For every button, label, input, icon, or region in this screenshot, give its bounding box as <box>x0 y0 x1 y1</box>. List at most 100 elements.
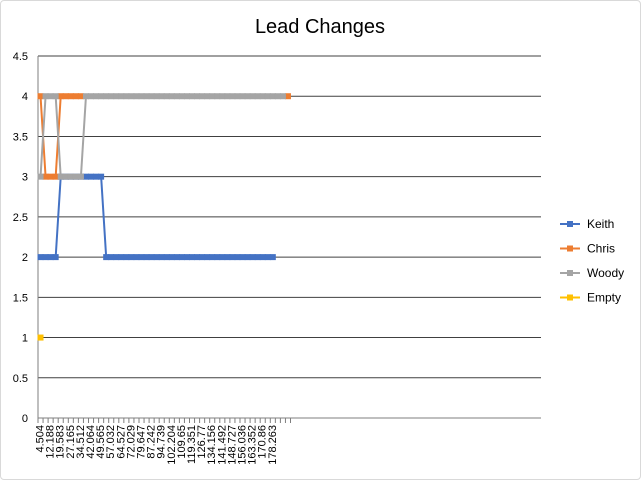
data-point[interactable] <box>67 173 74 180</box>
data-point[interactable] <box>88 93 95 100</box>
data-point[interactable] <box>178 93 185 100</box>
data-point[interactable] <box>143 254 150 261</box>
data-point[interactable] <box>173 93 180 100</box>
data-point[interactable] <box>133 254 140 261</box>
data-point[interactable] <box>224 254 231 261</box>
data-point[interactable] <box>72 93 79 100</box>
data-point[interactable] <box>47 173 54 180</box>
data-point[interactable] <box>62 93 69 100</box>
data-point[interactable] <box>118 254 125 261</box>
data-point[interactable] <box>57 173 64 180</box>
legend-item-empty[interactable]: Empty <box>560 291 621 305</box>
data-point[interactable] <box>52 254 59 261</box>
data-point[interactable] <box>133 93 140 100</box>
data-point[interactable] <box>93 93 100 100</box>
data-point[interactable] <box>37 254 44 261</box>
data-point[interactable] <box>269 254 276 261</box>
data-point[interactable] <box>259 93 266 100</box>
data-point[interactable] <box>239 254 246 261</box>
data-point[interactable] <box>118 93 125 100</box>
data-point[interactable] <box>168 93 175 100</box>
data-point[interactable] <box>194 93 201 100</box>
data-point[interactable] <box>42 254 49 261</box>
data-point[interactable] <box>72 173 79 180</box>
data-point[interactable] <box>37 334 44 341</box>
data-point[interactable] <box>82 173 89 180</box>
data-point[interactable] <box>183 93 190 100</box>
data-point[interactable] <box>128 93 135 100</box>
data-point[interactable] <box>274 93 281 100</box>
data-point[interactable] <box>52 93 59 100</box>
data-point[interactable] <box>189 254 196 261</box>
data-point[interactable] <box>128 254 135 261</box>
legend-item-keith[interactable]: Keith <box>560 217 614 231</box>
data-point[interactable] <box>42 93 49 100</box>
data-point[interactable] <box>249 93 256 100</box>
data-point[interactable] <box>249 254 256 261</box>
data-point[interactable] <box>57 93 64 100</box>
data-point[interactable] <box>254 254 261 261</box>
data-point[interactable] <box>244 254 251 261</box>
data-point[interactable] <box>254 93 261 100</box>
data-point[interactable] <box>229 93 236 100</box>
data-point[interactable] <box>153 254 160 261</box>
data-point[interactable] <box>143 93 150 100</box>
data-point[interactable] <box>264 254 271 261</box>
data-point[interactable] <box>234 93 241 100</box>
legend-item-woody[interactable]: Woody <box>560 266 624 280</box>
data-point[interactable] <box>168 254 175 261</box>
data-point[interactable] <box>234 254 241 261</box>
data-point[interactable] <box>77 173 84 180</box>
data-point[interactable] <box>47 254 54 261</box>
data-point[interactable] <box>158 93 165 100</box>
data-point[interactable] <box>108 93 115 100</box>
data-point[interactable] <box>194 254 201 261</box>
data-point[interactable] <box>153 93 160 100</box>
data-point[interactable] <box>37 173 44 180</box>
legend-item-chris[interactable]: Chris <box>560 242 615 256</box>
data-point[interactable] <box>209 93 216 100</box>
data-point[interactable] <box>108 254 115 261</box>
data-point[interactable] <box>47 93 54 100</box>
data-point[interactable] <box>219 254 226 261</box>
data-point[interactable] <box>103 93 110 100</box>
data-point[interactable] <box>158 254 165 261</box>
data-point[interactable] <box>98 93 105 100</box>
data-point[interactable] <box>113 254 120 261</box>
data-point[interactable] <box>204 93 211 100</box>
data-point[interactable] <box>264 93 271 100</box>
data-point[interactable] <box>67 93 74 100</box>
data-point[interactable] <box>103 254 110 261</box>
data-point[interactable] <box>138 93 145 100</box>
data-point[interactable] <box>214 254 221 261</box>
data-point[interactable] <box>77 93 84 100</box>
data-point[interactable] <box>62 173 69 180</box>
data-point[interactable] <box>219 93 226 100</box>
data-point[interactable] <box>42 173 49 180</box>
data-point[interactable] <box>123 93 130 100</box>
data-point[interactable] <box>214 93 221 100</box>
data-point[interactable] <box>284 93 291 100</box>
data-point[interactable] <box>163 93 170 100</box>
data-point[interactable] <box>279 93 286 100</box>
data-point[interactable] <box>52 173 59 180</box>
data-point[interactable] <box>148 254 155 261</box>
data-point[interactable] <box>199 254 206 261</box>
data-point[interactable] <box>229 254 236 261</box>
data-point[interactable] <box>37 93 44 100</box>
data-point[interactable] <box>209 254 216 261</box>
data-point[interactable] <box>148 93 155 100</box>
data-point[interactable] <box>199 93 206 100</box>
data-point[interactable] <box>163 254 170 261</box>
data-point[interactable] <box>178 254 185 261</box>
data-point[interactable] <box>138 254 145 261</box>
data-point[interactable] <box>239 93 246 100</box>
data-point[interactable] <box>244 93 251 100</box>
data-point[interactable] <box>259 254 266 261</box>
data-point[interactable] <box>88 173 95 180</box>
data-point[interactable] <box>93 173 100 180</box>
data-point[interactable] <box>98 173 105 180</box>
data-point[interactable] <box>82 93 89 100</box>
data-point[interactable] <box>113 93 120 100</box>
data-point[interactable] <box>269 93 276 100</box>
